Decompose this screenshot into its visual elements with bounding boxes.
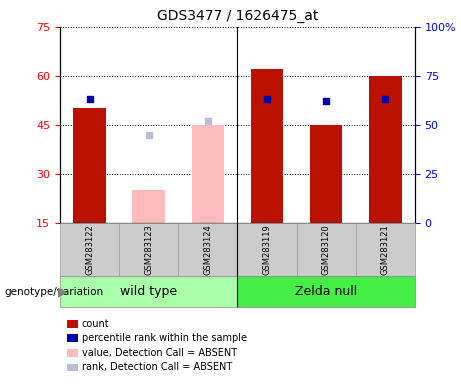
Text: Zelda null: Zelda null <box>295 285 357 298</box>
Bar <box>237 223 296 276</box>
Bar <box>356 223 415 276</box>
Point <box>263 96 271 103</box>
Bar <box>60 276 237 307</box>
Bar <box>60 223 119 276</box>
Text: value, Detection Call = ABSENT: value, Detection Call = ABSENT <box>82 348 236 358</box>
Text: rank, Detection Call = ABSENT: rank, Detection Call = ABSENT <box>82 362 232 372</box>
Text: count: count <box>82 319 109 329</box>
Text: wild type: wild type <box>120 285 177 298</box>
Text: GSM283123: GSM283123 <box>144 224 153 275</box>
Bar <box>178 223 237 276</box>
Bar <box>132 190 165 223</box>
Point <box>322 98 330 104</box>
Text: GSM283121: GSM283121 <box>381 224 390 275</box>
Text: percentile rank within the sample: percentile rank within the sample <box>82 333 247 343</box>
Bar <box>73 109 106 223</box>
Text: ▶: ▶ <box>58 285 67 298</box>
Bar <box>251 70 283 223</box>
Text: GSM283120: GSM283120 <box>322 224 331 275</box>
Text: GSM283119: GSM283119 <box>262 224 272 275</box>
Text: genotype/variation: genotype/variation <box>5 287 104 297</box>
Text: GSM283124: GSM283124 <box>203 224 213 275</box>
Bar <box>296 223 356 276</box>
Point <box>204 118 212 124</box>
Bar <box>192 125 224 223</box>
Point <box>145 131 152 138</box>
Bar <box>369 76 402 223</box>
Text: GSM283122: GSM283122 <box>85 224 94 275</box>
Bar <box>310 125 343 223</box>
Point <box>382 96 389 103</box>
Bar <box>237 276 415 307</box>
Bar <box>119 223 178 276</box>
Title: GDS3477 / 1626475_at: GDS3477 / 1626475_at <box>157 9 318 23</box>
Point <box>86 96 93 103</box>
